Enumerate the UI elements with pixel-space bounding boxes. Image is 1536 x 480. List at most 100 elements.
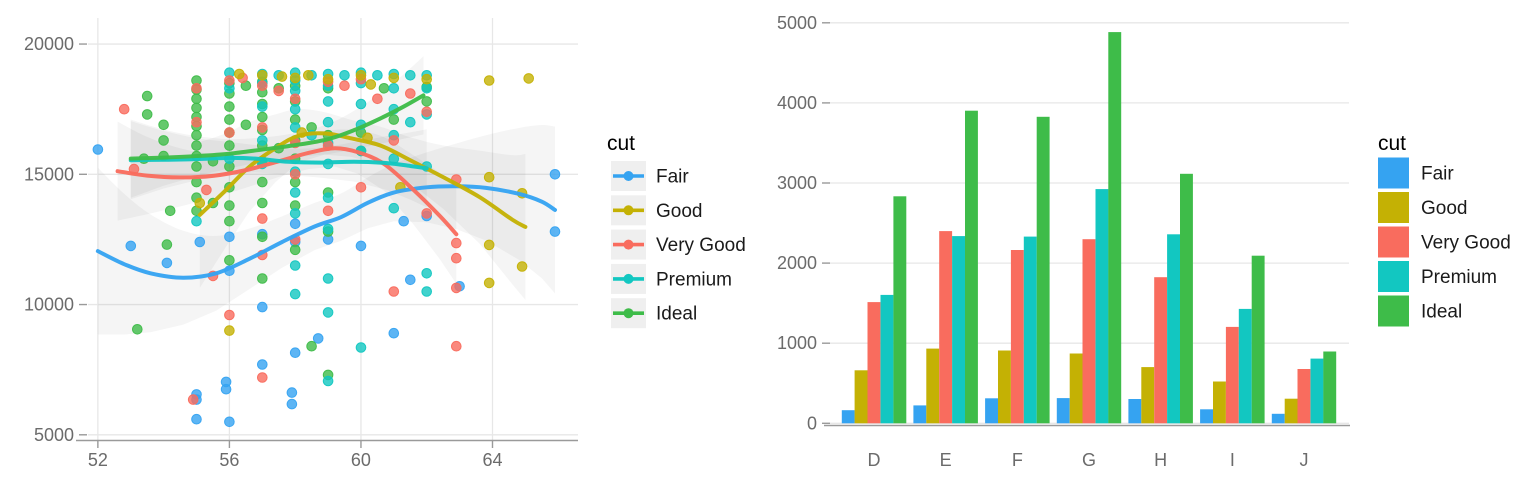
x-tick-label: I bbox=[1230, 450, 1235, 470]
y-tick-label: 0 bbox=[807, 413, 817, 433]
scatter-point bbox=[549, 169, 561, 180]
scatter-point bbox=[516, 261, 528, 272]
legend-item-good[interactable]: Good bbox=[1378, 192, 1467, 223]
scatter-point bbox=[194, 236, 206, 248]
scatter-point bbox=[289, 93, 301, 105]
scatter-point bbox=[220, 383, 232, 395]
bar-E-very-good bbox=[939, 231, 953, 424]
legend-label: Premium bbox=[1421, 267, 1497, 288]
smooth-line-ideal bbox=[128, 93, 426, 161]
scatter-point bbox=[451, 340, 462, 352]
y-tick-label: 5000 bbox=[34, 425, 74, 445]
bar-H-premium bbox=[1167, 234, 1180, 424]
scatter-point bbox=[158, 119, 169, 131]
points-fair bbox=[92, 144, 561, 428]
scatter-point bbox=[289, 244, 301, 256]
legend-key-point bbox=[623, 273, 634, 284]
scatter-point bbox=[224, 215, 235, 227]
scatter-point bbox=[286, 387, 298, 398]
scatter-point bbox=[289, 260, 301, 271]
legend-item-ideal[interactable]: Ideal bbox=[611, 298, 697, 329]
bar-F-good bbox=[998, 350, 1011, 424]
scatter-point bbox=[355, 70, 367, 81]
scatter-point bbox=[289, 72, 301, 84]
ribbon-good bbox=[199, 108, 526, 300]
scatter-point bbox=[372, 93, 383, 105]
legend-label: Ideal bbox=[1421, 302, 1462, 323]
legend-key-point bbox=[623, 308, 634, 319]
scatter-point bbox=[257, 359, 268, 370]
scatter-point bbox=[141, 109, 153, 120]
scatter-point bbox=[388, 286, 400, 297]
scatter-point bbox=[224, 75, 235, 86]
scatter-point bbox=[224, 101, 235, 112]
scatter-point bbox=[257, 213, 268, 224]
scatter-point bbox=[388, 135, 400, 146]
scatter-point bbox=[191, 413, 202, 425]
legend-label: Fair bbox=[1421, 164, 1454, 185]
scatter-point bbox=[451, 237, 462, 249]
scatter-point bbox=[483, 239, 495, 251]
legend-key-point bbox=[623, 205, 634, 216]
scatter-point bbox=[191, 215, 202, 227]
scatter-point bbox=[322, 273, 334, 284]
scatter-point bbox=[483, 277, 495, 289]
legend-item-fair[interactable]: Fair bbox=[611, 161, 689, 191]
y-tick-label: 2000 bbox=[777, 253, 817, 273]
legend-key-point bbox=[623, 171, 634, 181]
scatter-point bbox=[257, 231, 268, 243]
scatter-point bbox=[355, 342, 367, 353]
scatter-point bbox=[388, 327, 400, 339]
scatter-point bbox=[355, 98, 367, 110]
scatter-point bbox=[289, 187, 301, 198]
bar-F-fair bbox=[985, 398, 998, 424]
scatter-point bbox=[191, 93, 202, 105]
bar-legend: cut Fair Good Very Good Premium Ideal bbox=[1378, 132, 1511, 327]
y-tick-label: 10000 bbox=[24, 295, 74, 315]
scatter-point bbox=[257, 70, 268, 81]
legend-item-premium[interactable]: Premium bbox=[611, 263, 732, 294]
legend-item-ideal[interactable]: Ideal bbox=[1378, 295, 1462, 327]
scatter-point bbox=[322, 116, 334, 128]
scatter-point bbox=[322, 205, 334, 217]
smooth-line-fair bbox=[95, 184, 557, 280]
legend-item-good[interactable]: Good bbox=[611, 195, 702, 226]
bar-J-premium bbox=[1310, 358, 1324, 424]
scatter-point bbox=[355, 182, 367, 193]
scatter-point bbox=[224, 254, 235, 266]
legend-title: cut bbox=[607, 132, 635, 155]
smooth-line-very-good bbox=[115, 146, 459, 237]
scatter-point bbox=[421, 73, 433, 85]
scatter-point bbox=[191, 161, 202, 172]
scatter-point bbox=[405, 88, 416, 99]
bar-J-very-good bbox=[1297, 369, 1311, 424]
bar-H-very-good bbox=[1154, 277, 1168, 424]
scatter-point bbox=[257, 111, 268, 123]
legend-item-very-good[interactable]: Very Good bbox=[611, 229, 746, 260]
legend-item-very-good[interactable]: Very Good bbox=[1378, 226, 1511, 258]
scatter-point bbox=[312, 333, 324, 344]
scatter-point bbox=[289, 218, 301, 230]
y-tick-label: 4000 bbox=[777, 93, 817, 113]
scatter-point bbox=[224, 200, 235, 211]
legend-key-swatch bbox=[1378, 295, 1409, 327]
scatter-point bbox=[523, 73, 535, 84]
bar-H-good bbox=[1141, 367, 1155, 424]
scatter-point bbox=[191, 83, 202, 94]
scatter-point bbox=[355, 240, 367, 252]
scatter-point bbox=[164, 205, 176, 217]
legend-item-fair[interactable]: Fair bbox=[1378, 157, 1454, 189]
x-tick-label: D bbox=[868, 450, 881, 470]
bar-D-premium bbox=[880, 294, 894, 424]
scatter-point bbox=[549, 226, 561, 237]
scatter-point bbox=[92, 144, 104, 155]
legend-label: Very Good bbox=[1421, 233, 1511, 254]
scatter-point bbox=[276, 71, 288, 82]
scatter-point bbox=[132, 324, 143, 335]
scatter-point bbox=[388, 72, 400, 84]
scatter-point bbox=[257, 197, 268, 209]
legend-title: cut bbox=[1378, 132, 1406, 155]
x-tick-label: J bbox=[1300, 450, 1309, 470]
legend-item-premium[interactable]: Premium bbox=[1378, 261, 1497, 292]
